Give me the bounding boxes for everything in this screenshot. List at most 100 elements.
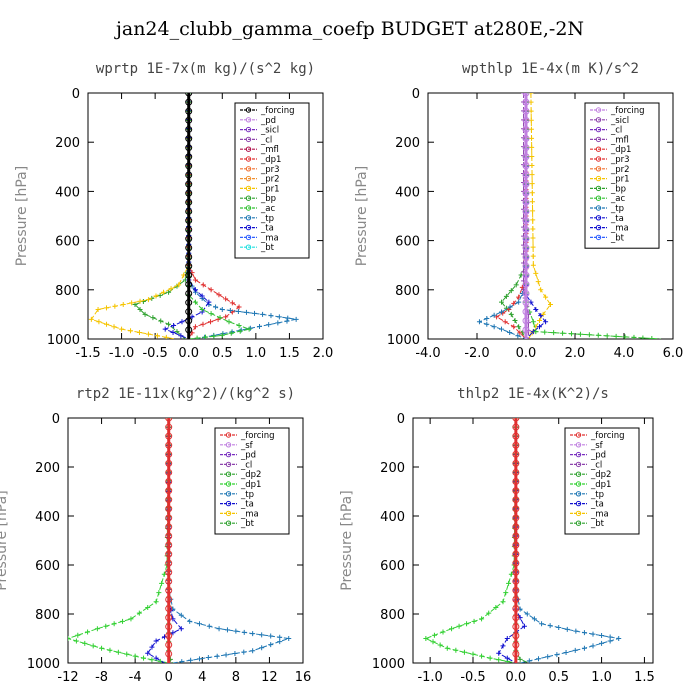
series-marker xyxy=(165,568,173,576)
legend-marker xyxy=(575,510,582,517)
legend-marker xyxy=(225,432,232,438)
legend-item: _dp2 xyxy=(590,470,611,480)
series-marker xyxy=(149,644,155,650)
series-marker xyxy=(229,300,235,306)
series-marker xyxy=(165,450,173,458)
series-marker xyxy=(470,651,476,657)
legend-item: _dp1 xyxy=(610,145,631,155)
legend-item: _forcing xyxy=(590,431,625,441)
series-marker xyxy=(530,244,536,250)
series-marker xyxy=(223,652,229,658)
series-marker xyxy=(165,423,173,431)
series-marker xyxy=(163,334,169,339)
legend-item: _pr3 xyxy=(610,155,630,165)
legend-marker xyxy=(575,451,582,458)
series-marker xyxy=(503,293,509,299)
series-marker xyxy=(185,98,193,106)
y-tick-label: 1000 xyxy=(27,657,60,672)
series-marker xyxy=(192,277,198,283)
series-marker xyxy=(543,294,549,300)
series-marker xyxy=(276,314,282,320)
series-marker xyxy=(461,649,467,655)
legend-marker xyxy=(245,156,252,162)
series-marker xyxy=(512,318,518,324)
series-marker xyxy=(185,217,193,225)
series-marker xyxy=(545,654,551,660)
legend-item: _pr1 xyxy=(610,175,630,185)
series-marker xyxy=(165,614,173,622)
series-marker xyxy=(506,580,512,586)
y-tick-label: 800 xyxy=(395,284,420,299)
x-tick-label: 0 xyxy=(165,670,173,685)
series-marker xyxy=(145,297,151,303)
series-marker xyxy=(185,171,193,179)
x-tick-label: 1.5 xyxy=(279,346,300,361)
legend-item: _pd xyxy=(590,451,606,461)
legend-item: _pr1 xyxy=(260,184,280,194)
series-line xyxy=(424,418,517,663)
series-marker xyxy=(165,632,173,640)
legend-item: _ac xyxy=(260,204,275,214)
series-marker xyxy=(236,304,242,310)
series-marker xyxy=(512,532,520,540)
legend-marker xyxy=(225,442,232,448)
panel-title: thlp2 1E-4x(K^2)/s xyxy=(457,386,609,402)
series-marker xyxy=(522,244,530,252)
series-marker xyxy=(168,286,174,292)
series-marker xyxy=(243,309,249,315)
series-marker xyxy=(516,299,522,305)
series-marker xyxy=(153,638,159,644)
series-marker xyxy=(449,626,455,632)
legend-item: _tp xyxy=(240,490,254,500)
series-marker xyxy=(512,450,520,458)
y-tick-label: 600 xyxy=(395,235,420,250)
legend-marker xyxy=(595,146,602,152)
legend-marker xyxy=(575,432,582,438)
series-marker xyxy=(185,308,193,316)
x-tick-label: -4.0 xyxy=(415,346,440,361)
legend-marker xyxy=(245,185,252,192)
series-marker xyxy=(577,331,583,337)
series-marker xyxy=(512,605,520,613)
x-tick-label: 12 xyxy=(261,670,278,685)
series-marker xyxy=(522,271,530,279)
legend-marker xyxy=(575,520,582,526)
series-marker xyxy=(179,659,185,663)
series-marker xyxy=(208,287,214,293)
series-marker xyxy=(476,319,482,325)
series-marker xyxy=(530,235,536,241)
series-marker xyxy=(171,322,177,328)
legend-item: _ma xyxy=(240,509,259,519)
series-marker xyxy=(590,643,596,649)
series-marker xyxy=(564,626,570,632)
series-marker xyxy=(631,334,637,339)
series-marker xyxy=(521,623,527,629)
series-marker xyxy=(616,636,622,641)
series-marker xyxy=(522,144,530,152)
legend-marker xyxy=(225,491,232,497)
series-marker xyxy=(536,656,542,662)
legend-item: _pr2 xyxy=(610,165,630,175)
series-marker xyxy=(185,280,193,288)
legend-item: _cl xyxy=(610,126,622,136)
series-marker xyxy=(128,328,134,334)
legend-marker xyxy=(575,491,582,497)
series-marker xyxy=(535,279,541,285)
series-marker xyxy=(136,610,142,616)
series-marker xyxy=(236,322,242,328)
series-marker xyxy=(200,321,206,327)
series-marker xyxy=(95,306,101,312)
legend-item: _tp xyxy=(590,490,604,500)
series-line xyxy=(188,93,240,339)
series-marker xyxy=(224,627,230,633)
series-marker xyxy=(103,305,109,311)
series-marker xyxy=(153,293,159,299)
series-marker xyxy=(192,299,198,305)
series-marker xyxy=(94,626,100,632)
series-marker xyxy=(511,324,517,330)
series-marker xyxy=(277,634,283,640)
series-marker xyxy=(512,459,520,467)
plot-frame xyxy=(67,417,304,664)
series-marker xyxy=(530,217,536,223)
